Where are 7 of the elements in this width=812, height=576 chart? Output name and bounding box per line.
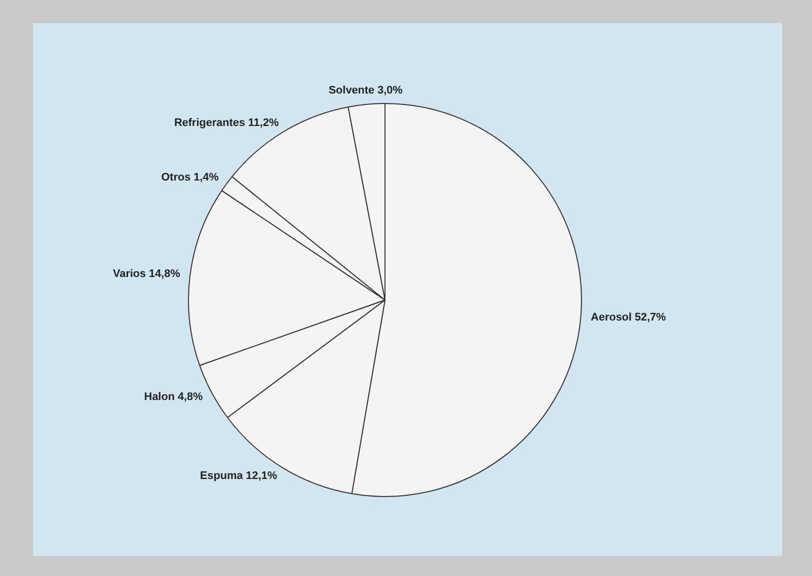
slice-label: Espuma 12,1% <box>200 470 278 482</box>
slice-label: Aerosol 52,7% <box>590 312 666 324</box>
slice-label: Refrigerantes 11,2% <box>174 116 279 129</box>
slice-label: Varios 14,8% <box>112 268 180 280</box>
slice-label: Otros 1,4% <box>161 172 219 184</box>
slice-label: Halon 4,8% <box>144 391 204 404</box>
slice-label: Solvente 3,0% <box>328 84 403 96</box>
